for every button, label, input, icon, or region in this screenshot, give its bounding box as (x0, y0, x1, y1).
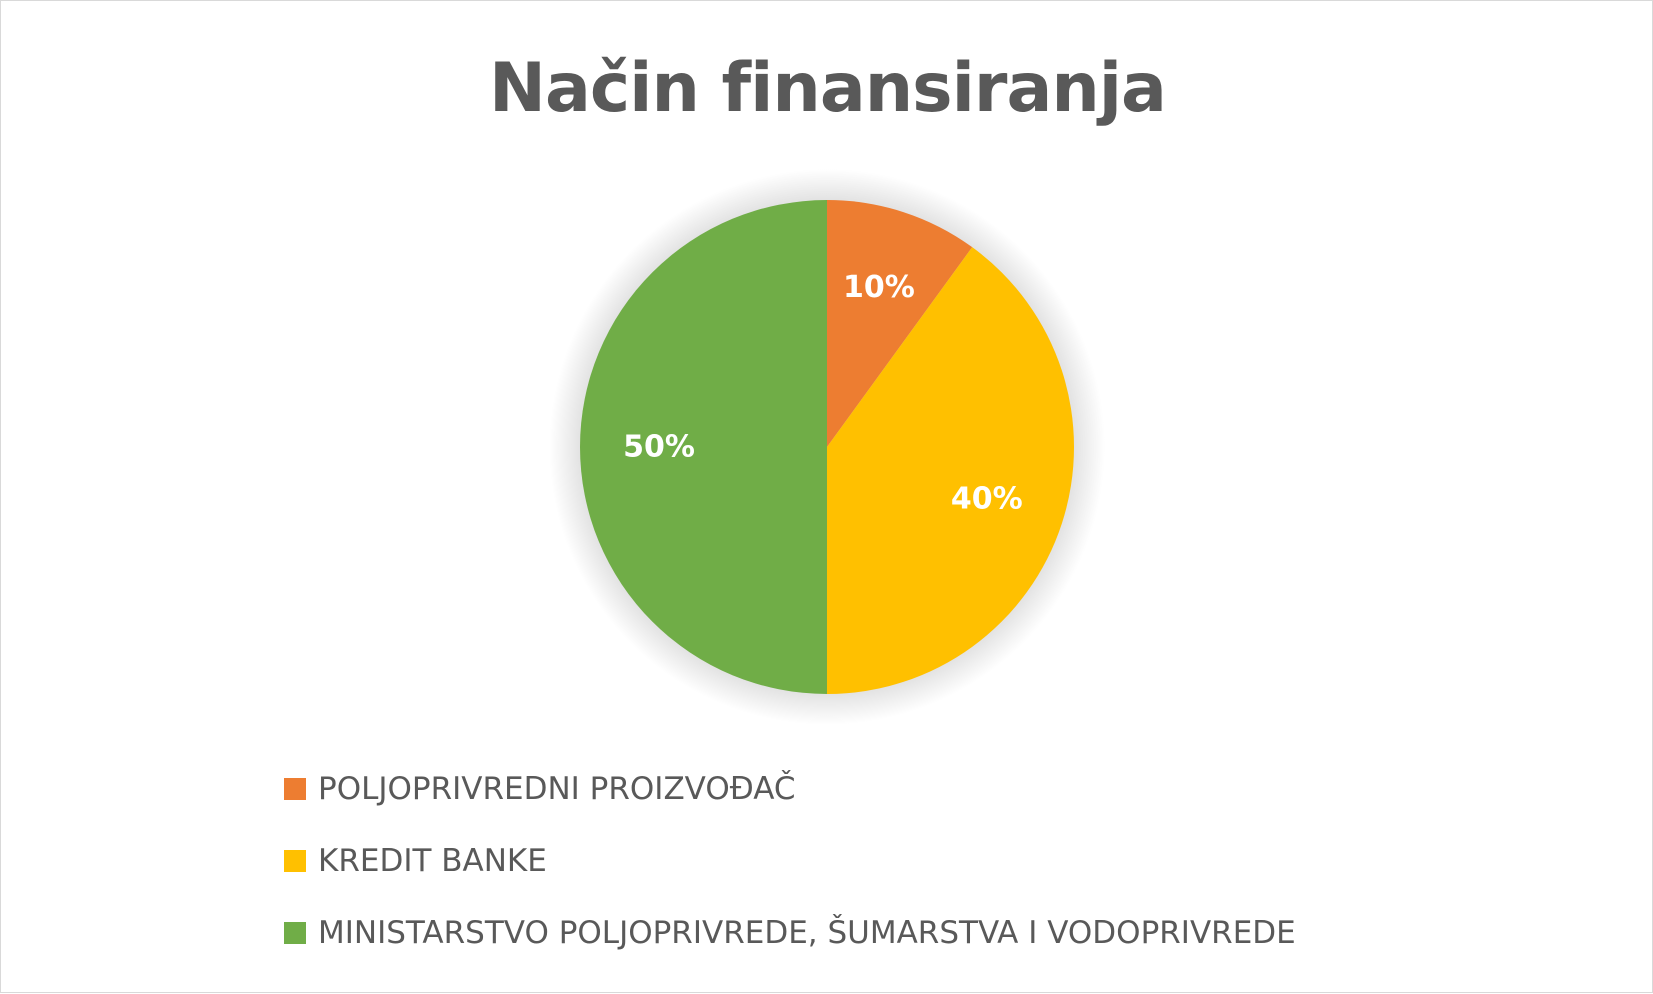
legend-swatch (284, 850, 306, 872)
legend: POLJOPRIVREDNI PROIZVOĐAČ KREDIT BANKE M… (284, 753, 1296, 969)
legend-label: MINISTARSTVO POLJOPRIVREDE, ŠUMARSTVA I … (318, 915, 1296, 951)
legend-label: KREDIT BANKE (318, 843, 547, 879)
data-label-0: 10% (843, 270, 915, 305)
pie-slice-0 (827, 200, 973, 447)
chart-title: Način finansiranja (489, 49, 1167, 128)
legend-label: POLJOPRIVREDNI PROIZVOĐAČ (318, 771, 796, 807)
legend-swatch (284, 778, 306, 800)
pie-slices (580, 200, 1075, 695)
pie-slice-1 (827, 247, 1075, 695)
legend-item-2: MINISTARSTVO POLJOPRIVREDE, ŠUMARSTVA I … (284, 897, 1296, 969)
pie-labels: 10% 40% 50% (623, 270, 1023, 517)
data-label-2: 50% (623, 430, 695, 465)
legend-item-0: POLJOPRIVREDNI PROIZVOĐAČ (284, 753, 1296, 825)
data-label-1: 40% (951, 481, 1023, 516)
legend-item-1: KREDIT BANKE (284, 825, 1296, 897)
legend-swatch (284, 922, 306, 944)
pie-slice-2 (580, 200, 827, 694)
